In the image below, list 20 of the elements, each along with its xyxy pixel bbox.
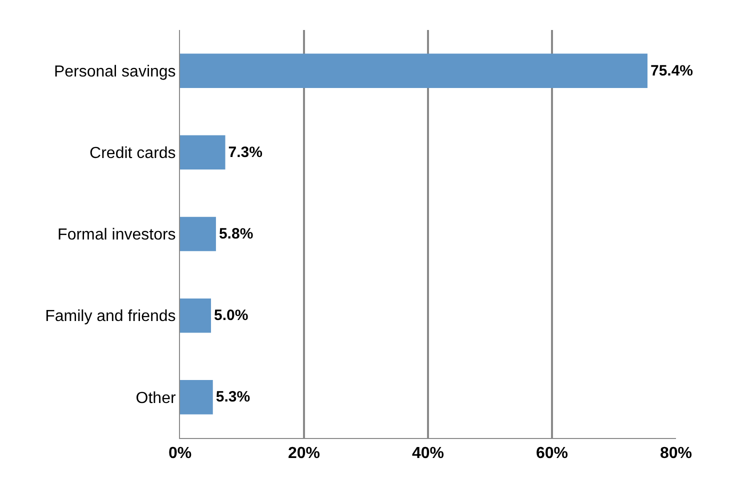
y-tick-label: Credit cards xyxy=(90,145,176,162)
data-label: 7.3% xyxy=(228,144,262,161)
bar xyxy=(180,54,648,88)
bar xyxy=(180,298,211,333)
bar xyxy=(180,135,226,170)
x-tick-label: 20% xyxy=(288,445,320,462)
x-tick-label: 0% xyxy=(168,445,192,462)
data-label: 5.3% xyxy=(216,388,250,406)
y-tick-label: Family and friends xyxy=(45,308,176,326)
data-label: 75.4% xyxy=(650,62,694,80)
x-tick-label: 40% xyxy=(412,445,444,462)
y-tick-label: Other xyxy=(136,390,176,407)
x-tick-label: 80% xyxy=(660,445,692,462)
x-tick-label: 60% xyxy=(536,445,568,462)
y-tick-label: Formal investors xyxy=(58,226,176,244)
bar xyxy=(180,216,216,252)
data-label: 5.8% xyxy=(218,226,254,242)
data-label: 5.0% xyxy=(214,307,248,324)
y-tick-label: Personal savings xyxy=(54,63,176,80)
bar xyxy=(180,380,213,414)
